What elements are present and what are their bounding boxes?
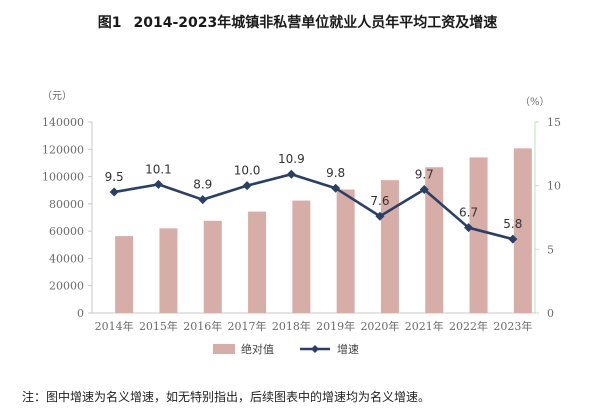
- growth-point-2022年: [464, 223, 474, 233]
- growth-data-label: 10.1: [145, 162, 172, 176]
- growth-data-label: 10.0: [234, 164, 261, 178]
- growth-data-label: 9.8: [326, 166, 345, 180]
- y-left-tick-label: 0: [77, 307, 84, 320]
- y-left-tick-label: 100000: [42, 171, 84, 184]
- x-tick-label: 2020年: [360, 319, 399, 333]
- growth-data-label: 8.9: [193, 178, 212, 192]
- legend-label-bar: 绝对值: [241, 342, 274, 356]
- y-left-tick-label: 80000: [49, 198, 84, 211]
- x-tick-label: 2016年: [183, 319, 222, 333]
- growth-point-2018年: [286, 169, 296, 179]
- chart-title: 图1 2014-2023年城镇非私营单位就业人员年平均工资及增速: [0, 12, 595, 32]
- growth-data-label: 7.6: [370, 194, 389, 208]
- y-right-tick-label: 15: [547, 116, 561, 129]
- legend-swatch-marker: [311, 345, 319, 353]
- growth-data-label: 9.7: [415, 167, 434, 181]
- y-right-tick-label: 10: [547, 180, 561, 193]
- x-tick-label: 2015年: [139, 319, 178, 333]
- bar-2019年: [336, 189, 355, 313]
- y-right-tick-label: 0: [547, 307, 554, 320]
- growth-data-label: 6.7: [459, 206, 478, 220]
- growth-point-2017年: [242, 181, 252, 191]
- growth-point-2016年: [198, 195, 208, 205]
- x-tick-label: 2017年: [228, 319, 267, 333]
- bar-2022年: [469, 157, 488, 313]
- growth-point-2019年: [331, 183, 341, 193]
- x-tick-label: 2021年: [405, 319, 444, 333]
- growth-point-2021年: [419, 184, 429, 194]
- figure-label: 图1: [97, 15, 122, 31]
- x-tick-label: 2019年: [316, 319, 355, 333]
- legend-swatch-bar: [213, 344, 235, 354]
- combo-chart: 0 20000 40000 60000 80000 100000 120000 140000 0…: [42, 90, 561, 356]
- x-tick-label: 2022年: [449, 319, 488, 333]
- bar-2023年: [513, 148, 532, 313]
- x-tick-label: 2023年: [493, 319, 532, 333]
- y-right-tick-label: 5: [547, 243, 554, 256]
- growth-data-label: 5.8: [503, 217, 522, 231]
- title-text: 2014-2023年城镇非私营单位就业人员年平均工资及增速: [133, 15, 498, 31]
- bar-2014年: [115, 236, 134, 313]
- growth-point-2023年: [508, 234, 518, 244]
- footnote: 注：图中增速为名义增速，如无特别指出，后续图表中的增速均为名义增速。: [22, 390, 431, 404]
- growth-point-2015年: [153, 179, 163, 189]
- bar-2016年: [203, 220, 222, 313]
- y-left-tick-label: 60000: [49, 225, 84, 238]
- x-tick-label: 2014年: [95, 319, 134, 333]
- bar-2015年: [159, 228, 178, 313]
- growth-data-label: 9.5: [105, 170, 124, 184]
- x-tick-label: 2018年: [272, 319, 311, 333]
- growth-point-2020年: [375, 211, 385, 221]
- bar-2018年: [292, 200, 311, 313]
- growth-point-2014年: [109, 187, 119, 197]
- growth-line: [113, 172, 514, 241]
- y-left-tick-label: 120000: [42, 143, 84, 156]
- growth-data-label: 10.9: [278, 152, 305, 166]
- y-left-tick-label: 20000: [49, 280, 84, 293]
- y-left-tick-label: 40000: [49, 252, 84, 265]
- y-left-unit: （元）: [42, 90, 72, 102]
- y-left-tick-label: 140000: [42, 116, 84, 129]
- bar-2017年: [248, 211, 267, 313]
- legend-label-line: 增速: [337, 342, 359, 356]
- y-right-unit: （%）: [520, 96, 550, 108]
